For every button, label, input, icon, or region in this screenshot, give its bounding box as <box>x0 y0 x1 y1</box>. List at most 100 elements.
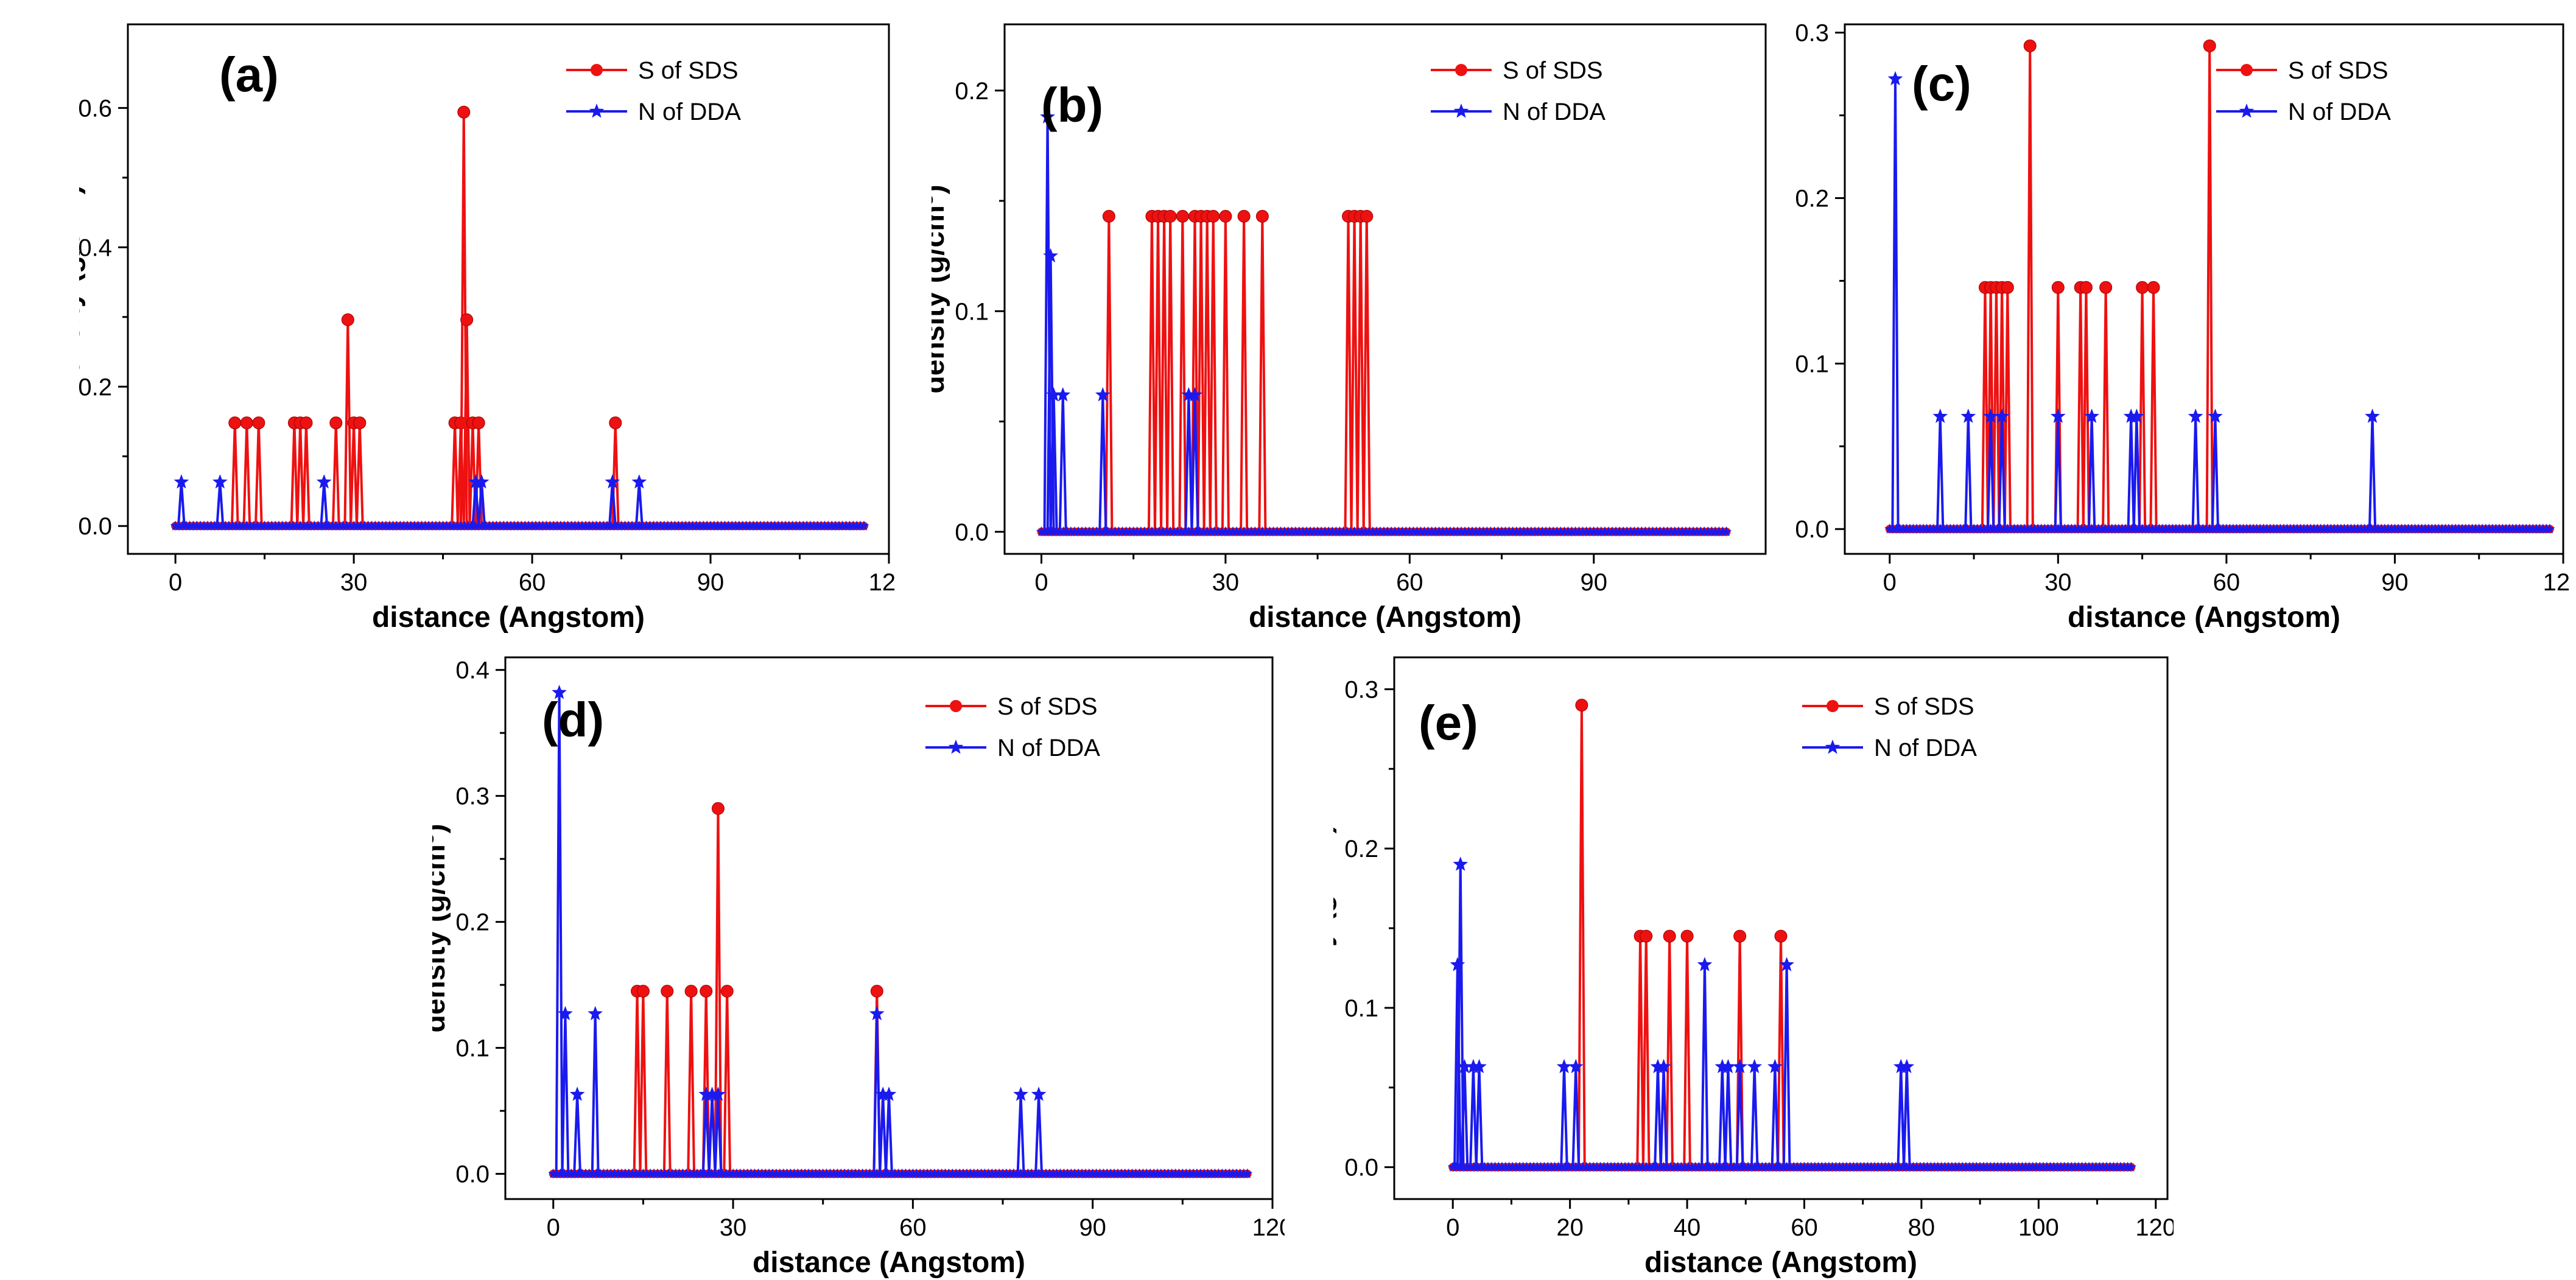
dda-peak-marker <box>1650 1058 1666 1074</box>
y-tick-label: 0.2 <box>455 909 490 936</box>
sds-peak-marker <box>1680 929 1694 943</box>
series-dda-spike <box>1659 1066 1668 1167</box>
dda-baseline-marker <box>2125 1161 2136 1172</box>
dda-peak-marker <box>1181 387 1196 402</box>
legend-label: N of DDA <box>2288 99 2391 125</box>
series-dda-spike <box>1782 965 1791 1167</box>
dda-peak-marker <box>1899 1058 1915 1074</box>
sds-peak-marker <box>1176 209 1189 223</box>
panel-label-c: (c) <box>1912 57 1971 111</box>
series-sds-spike <box>2003 287 2012 530</box>
x-tick-label: 0 <box>169 569 182 596</box>
dda-peak-marker <box>588 1005 603 1021</box>
y-tick-label: 0.3 <box>1344 676 1378 703</box>
dda-peak-marker <box>468 474 483 489</box>
series-dda-spike <box>1771 1066 1780 1167</box>
x-axis-label: distance (Angstom) <box>1644 1247 1917 1278</box>
dda-peak-marker <box>605 474 620 489</box>
series-dda-spike <box>2191 416 2200 530</box>
series-dda-spike <box>1891 79 1900 530</box>
dda-peak-marker <box>1453 856 1469 871</box>
series-sds-spike <box>662 991 672 1174</box>
x-tick-label: 0 <box>547 1214 560 1241</box>
series-sds-spike <box>1240 216 1249 532</box>
y-tick-label: 0.1 <box>1795 351 1829 377</box>
legend-label: S of SDS <box>638 57 739 84</box>
dda-peak-marker <box>2129 408 2144 423</box>
dda-peak-marker <box>316 474 332 489</box>
x-tick-label: 120 <box>2543 569 2569 596</box>
dda-peak-marker <box>2123 408 2139 423</box>
y-axis-label: density (g/cm3) <box>432 824 451 1032</box>
dda-peak-marker <box>1732 1058 1747 1074</box>
series-dda-spike <box>1724 1066 1733 1167</box>
sds-peak-marker <box>2136 281 2149 294</box>
x-tick-label: 90 <box>697 569 725 596</box>
dda-peak-marker <box>1055 387 1071 402</box>
sds-peak-marker <box>228 416 242 430</box>
legend-marker-star <box>948 740 964 754</box>
x-tick-label: 120 <box>1252 1214 1285 1241</box>
dda-baseline-marker <box>1242 1168 1253 1178</box>
sds-peak-marker <box>2147 281 2160 294</box>
panel-c-chart: 0 30 60 90 120 0.0 0.1 0.2 0.3 distance (Angstom)… <box>1795 20 2569 633</box>
dda-peak-marker <box>1046 387 1061 402</box>
dda-peak-marker <box>1714 1058 1730 1074</box>
x-tick-label: 60 <box>519 569 546 596</box>
x-tick-label: 0 <box>1446 1214 1459 1241</box>
dda-peak-marker <box>552 685 567 699</box>
legend-marker-circle <box>1827 700 1839 712</box>
series-sds-spike <box>331 422 340 526</box>
sds-peak-marker <box>341 313 354 326</box>
legend-label: S of SDS <box>1874 693 1974 720</box>
panel-label-a: (a) <box>219 47 279 102</box>
dda-peak-marker <box>1994 408 2010 423</box>
x-tick-label: 0 <box>1034 569 1048 596</box>
y-tick-label: 0.0 <box>1795 516 1829 543</box>
dda-peak-marker <box>2188 408 2203 423</box>
sds-peak-marker <box>2099 281 2113 294</box>
series-dda-spike <box>1700 965 1709 1167</box>
y-tick-label: 0.1 <box>1344 995 1378 1022</box>
legend-marker-circle <box>1455 64 1467 76</box>
dda-peak-marker <box>881 1086 897 1101</box>
x-tick-label: 30 <box>1212 569 1240 596</box>
series-dda-spike <box>216 481 225 526</box>
sds-peak-marker <box>2023 39 2037 52</box>
series-sds-spike <box>451 422 459 526</box>
series-sds-spike <box>1178 216 1187 532</box>
x-tick-label: 20 <box>1556 1214 1584 1241</box>
legend-label: S of SDS <box>2288 57 2388 84</box>
legend-label: N of DDA <box>1874 735 1977 761</box>
series-dda-spike <box>1058 394 1067 532</box>
panel-label-b: (b) <box>1041 78 1103 132</box>
dda-peak-marker <box>1960 408 1976 423</box>
dda-peak-marker <box>869 1005 885 1021</box>
series-sds-spike <box>1362 216 1371 532</box>
legend-label: N of DDA <box>638 99 741 125</box>
x-tick-label: 90 <box>1580 569 1607 596</box>
sds-peak-marker <box>1207 209 1220 223</box>
y-tick-label: 0.0 <box>1344 1155 1378 1181</box>
plot-frame <box>1003 23 1767 555</box>
series-dda-spike <box>885 1094 893 1174</box>
x-axis-label: distance (Angstom) <box>372 601 645 633</box>
series-sds-spike <box>2205 46 2214 530</box>
dda-peak-marker <box>1187 387 1202 402</box>
legend-label: N of DDA <box>1503 99 1606 125</box>
sds-peak-marker <box>1575 699 1588 712</box>
sds-peak-marker <box>711 802 725 815</box>
series-sds-spike <box>1209 216 1218 532</box>
y-axis-label: density (g/cm3) <box>79 184 86 393</box>
series-dda-spike <box>1750 1066 1759 1167</box>
series-dda-spike <box>2211 416 2220 530</box>
legend-marker-star <box>1453 103 1469 118</box>
x-tick-label: 30 <box>2044 569 2072 596</box>
x-tick-label: 60 <box>2213 569 2241 596</box>
series-sds-spike <box>349 422 358 526</box>
series-sds-spike <box>1777 936 1785 1167</box>
x-tick-label: 40 <box>1674 1214 1701 1241</box>
y-tick-label: 0.2 <box>955 78 989 105</box>
y-tick-label: 0.4 <box>455 657 490 684</box>
sds-peak-marker <box>1219 209 1232 223</box>
